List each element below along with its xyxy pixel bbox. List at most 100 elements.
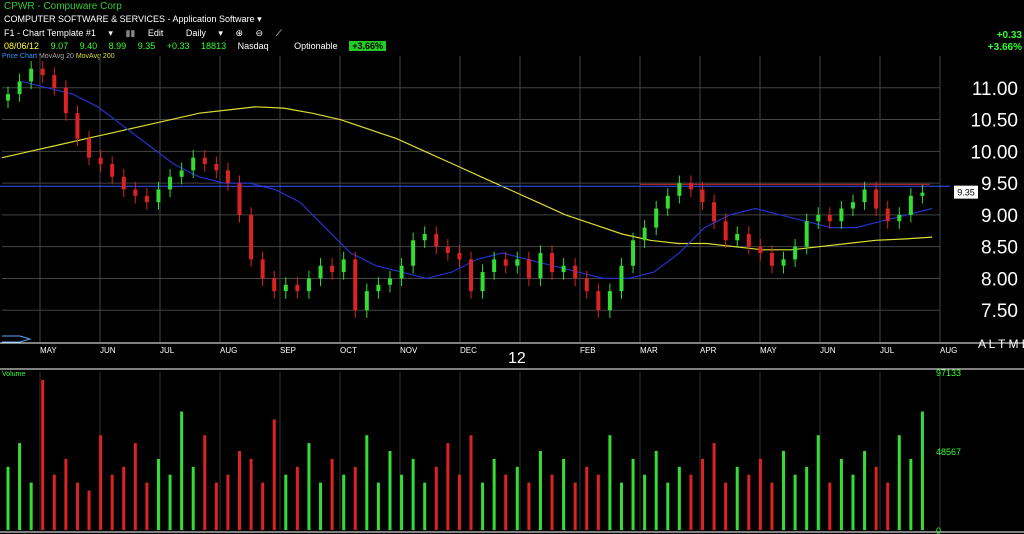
candle-body bbox=[677, 183, 682, 196]
candle-body bbox=[376, 284, 381, 292]
quote-low: 8.99 bbox=[108, 41, 127, 51]
candle-body bbox=[584, 278, 589, 292]
volume-bar bbox=[75, 482, 79, 530]
volume-bar bbox=[538, 451, 542, 530]
volume-bar bbox=[52, 474, 56, 530]
volume-bar bbox=[342, 474, 346, 530]
candle-body bbox=[793, 246, 798, 260]
volume-tick-label: 97133 bbox=[936, 368, 961, 378]
volume-bar bbox=[550, 474, 554, 530]
candle-body bbox=[469, 259, 473, 292]
candle-body bbox=[40, 68, 45, 76]
candle-body bbox=[874, 189, 879, 209]
volume-bar bbox=[816, 435, 820, 530]
edit-button[interactable]: ▮▮ Edit bbox=[125, 28, 164, 38]
chevron-down-icon[interactable]: ▾ bbox=[257, 14, 262, 24]
candle-body bbox=[75, 113, 80, 139]
volume-bar bbox=[284, 474, 288, 530]
volume-bar bbox=[214, 482, 218, 530]
candle-body bbox=[769, 253, 774, 266]
volume-bar bbox=[805, 466, 809, 530]
candle-body bbox=[515, 259, 520, 266]
volume-bar bbox=[376, 482, 380, 530]
candle-body bbox=[631, 240, 636, 266]
volume-bar bbox=[920, 411, 924, 530]
candle-body bbox=[596, 291, 601, 311]
volume-bar bbox=[64, 458, 68, 530]
volume-bar bbox=[527, 482, 531, 530]
candle-body bbox=[6, 94, 10, 101]
ma200-line bbox=[1, 106, 933, 251]
volume-bar bbox=[886, 482, 890, 530]
volume-bar bbox=[6, 466, 10, 530]
candle-body bbox=[98, 157, 103, 165]
volume-bar bbox=[122, 466, 126, 530]
candle-body bbox=[156, 189, 161, 203]
quote-volume: 18813 bbox=[201, 41, 227, 51]
volume-bar bbox=[666, 482, 670, 530]
candle-body bbox=[920, 192, 925, 196]
candle-body bbox=[144, 195, 149, 203]
right-change: +0.33 bbox=[996, 30, 1022, 41]
volume-bar bbox=[457, 474, 461, 530]
volume-bar bbox=[133, 443, 137, 530]
candle-body bbox=[700, 189, 705, 203]
candle-body bbox=[457, 253, 462, 260]
candle-body bbox=[87, 138, 92, 158]
volume-bar bbox=[87, 490, 91, 530]
volume-bar bbox=[712, 443, 716, 530]
quote-exchange: Nasdaq bbox=[237, 41, 269, 51]
price-tick-label: 11.00 bbox=[972, 79, 1018, 100]
price-tick-label: 8.00 bbox=[981, 269, 1018, 290]
volume-bar bbox=[631, 458, 635, 530]
candle-body bbox=[133, 189, 138, 196]
candle-body bbox=[688, 183, 693, 190]
price-tick-label: 7.50 bbox=[981, 301, 1018, 322]
volume-bar bbox=[851, 474, 855, 530]
month-label: AUG bbox=[940, 346, 957, 355]
volume-bar bbox=[863, 451, 867, 530]
volume-bar bbox=[434, 466, 438, 530]
candle-body bbox=[17, 81, 22, 95]
volume-bar bbox=[156, 458, 160, 530]
industry-title[interactable]: COMPUTER SOFTWARE & SERVICES - Applicati… bbox=[4, 14, 262, 24]
candle-body bbox=[538, 253, 543, 279]
volume-bar bbox=[874, 466, 878, 530]
volume-bar bbox=[203, 435, 207, 530]
candle-body bbox=[839, 208, 844, 222]
month-label: AUG bbox=[220, 346, 237, 355]
quote-change: +0.33 bbox=[166, 41, 190, 51]
month-label: FEB bbox=[580, 346, 596, 355]
candle-body bbox=[295, 284, 300, 292]
candle-body bbox=[897, 214, 902, 222]
zoom-in-icon[interactable]: ⊕ bbox=[235, 28, 243, 38]
zoom-out-icon[interactable]: ⊖ bbox=[255, 28, 264, 38]
volume-bar bbox=[481, 482, 485, 530]
candle-body bbox=[561, 265, 566, 273]
volume-bar bbox=[839, 458, 843, 530]
candle-body bbox=[341, 259, 346, 273]
volume-bar bbox=[307, 443, 311, 530]
volume-bar bbox=[654, 451, 658, 530]
candle-body bbox=[237, 183, 242, 215]
volume-bar bbox=[469, 435, 473, 530]
month-label: NOV bbox=[400, 346, 418, 355]
candle-body bbox=[480, 272, 485, 292]
right-pct: +3.66% bbox=[987, 42, 1022, 53]
volume-bar bbox=[388, 451, 392, 530]
template-select[interactable]: F1 - Chart Template #1 ▾ bbox=[4, 28, 113, 38]
candle-body bbox=[573, 265, 578, 279]
candle-body bbox=[619, 265, 624, 292]
price-tick-label: 8.50 bbox=[981, 238, 1018, 259]
volume-bar bbox=[295, 466, 299, 530]
period-select[interactable]: Daily ▾ bbox=[185, 28, 223, 38]
volume-bar bbox=[793, 474, 797, 530]
candle-body bbox=[214, 164, 219, 171]
candle-body bbox=[746, 233, 751, 247]
candle-body bbox=[735, 233, 740, 241]
legend-ma20: MovAvg 20 bbox=[38, 53, 74, 60]
volume-bar bbox=[18, 443, 22, 530]
draw-line-icon[interactable]: ⟋ bbox=[275, 28, 282, 38]
volume-bar bbox=[400, 474, 404, 530]
